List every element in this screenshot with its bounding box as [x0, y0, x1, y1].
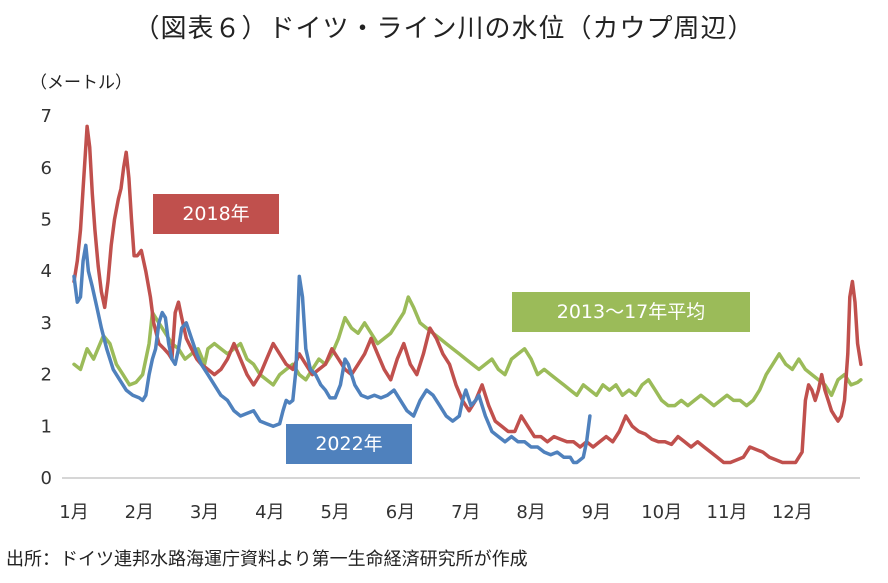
x-tick-label: 3月 — [190, 502, 219, 523]
y-tick-label: 6 — [41, 158, 52, 179]
x-tick-label: 7月 — [451, 502, 480, 523]
x-tick-label: 1月 — [59, 502, 88, 523]
x-tick-label: 6月 — [386, 502, 415, 523]
y-tick-label: 0 — [41, 468, 52, 489]
source-note: 出所：ドイツ連邦水路海運庁資料より第一生命経済研究所が作成 — [6, 549, 528, 570]
y-tick-label: 3 — [41, 313, 52, 334]
series-line-2 — [72, 295, 863, 408]
x-tick-label: 11月 — [707, 502, 748, 523]
series-lines — [72, 124, 863, 465]
x-tick-label: 12月 — [772, 502, 813, 523]
x-tick-label: 8月 — [516, 502, 545, 523]
x-tick-label: 10月 — [641, 502, 682, 523]
y-tick-label: 7 — [41, 106, 52, 127]
x-tick-label: 4月 — [255, 502, 284, 523]
x-tick-label: 2月 — [125, 502, 154, 523]
label-2018: 2018年 — [153, 194, 279, 234]
label-2022: 2022年 — [286, 424, 412, 464]
series-line-1 — [72, 243, 592, 465]
x-tick-group: 1月 2月 3月 4月 5月 6月 7月 8月 9月 10月 11月 12月 — [59, 502, 812, 523]
x-tick-label: 9月 — [582, 502, 611, 523]
chart-title: （図表６）ドイツ・ライン川の水位（カウプ周辺） — [133, 14, 755, 44]
y-tick-group: 0 1 2 3 4 5 6 7 — [41, 106, 52, 489]
label-2013-17-average: 2013～17年平均 — [512, 292, 750, 332]
series-line-0 — [72, 124, 863, 465]
y-tick-label: 4 — [41, 261, 52, 282]
x-tick-label: 5月 — [320, 502, 349, 523]
y-axis-unit-label: （メートル） — [30, 73, 132, 93]
y-tick-label: 2 — [41, 365, 52, 386]
y-tick-label: 1 — [41, 416, 52, 437]
y-tick-label: 5 — [41, 210, 52, 231]
